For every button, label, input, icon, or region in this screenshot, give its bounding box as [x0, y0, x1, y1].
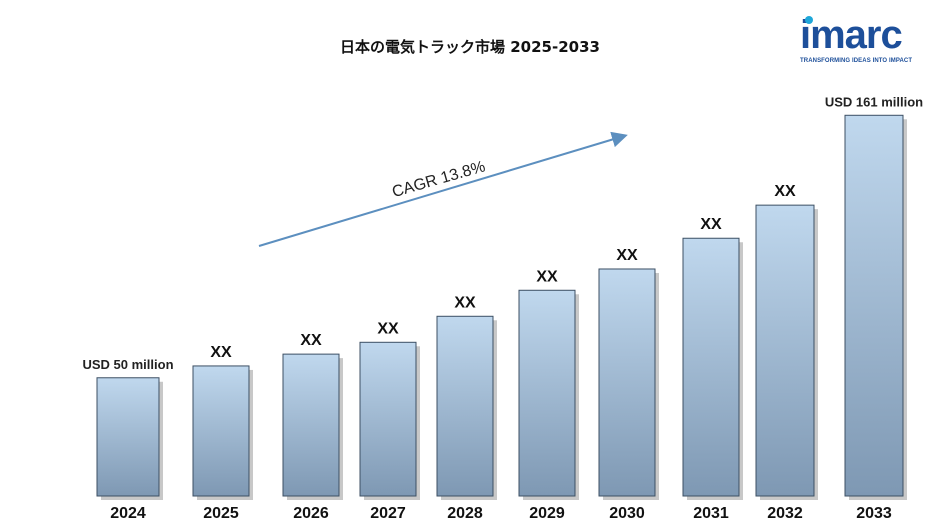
cagr-label: CAGR 13.8%: [390, 158, 487, 201]
tick-label-2033: 2033: [856, 505, 892, 522]
tick-label-2030: 2030: [609, 505, 645, 522]
imarc-logo: imarc TRANSFORMING IDEAS INTO IMPACT: [800, 14, 932, 64]
bar-2025: [192, 365, 250, 497]
tick-label-2024: 2024: [110, 505, 146, 522]
bar-2033: [844, 114, 904, 497]
bar-2026: [282, 353, 340, 497]
data-label-2033: USD 161 million: [825, 94, 923, 109]
bar-2031: [682, 237, 740, 497]
data-label-2032: XX: [774, 183, 796, 200]
data-label-2029: XX: [536, 268, 558, 285]
bar-2032: [755, 204, 815, 497]
tick-label-2026: 2026: [293, 505, 329, 522]
tick-label-2028: 2028: [447, 505, 483, 522]
bar-2030: [598, 268, 656, 497]
tick-label-2025: 2025: [203, 505, 239, 522]
logo-tagline: TRANSFORMING IDEAS INTO IMPACT: [800, 58, 913, 64]
bar-2027: [359, 341, 417, 497]
tick-label-2032: 2032: [767, 505, 803, 522]
data-label-2026: XX: [300, 332, 322, 349]
logo-wordmark: imarc: [800, 14, 932, 56]
tick-label-2031: 2031: [693, 505, 729, 522]
data-label-2025: XX: [210, 344, 232, 361]
cagr-annotation: CAGR 13.8%: [258, 131, 628, 247]
tick-label-2027: 2027: [370, 505, 406, 522]
bar-2024: [96, 377, 160, 497]
data-label-2024: USD 50 million: [82, 357, 173, 372]
data-label-2027: XX: [377, 320, 399, 337]
chart-title: 日本の電気トラック市場 2025-2033: [340, 38, 600, 56]
data-label-2030: XX: [616, 247, 638, 264]
data-label-2031: XX: [700, 216, 722, 233]
logo-word: imarc: [800, 13, 903, 57]
cagr-arrow: [258, 131, 628, 247]
bar-2029: [518, 289, 576, 497]
bar-2028: [436, 315, 494, 497]
data-label-2028: XX: [454, 294, 476, 311]
logo-dot-icon: [805, 16, 813, 24]
tick-label-2029: 2029: [529, 505, 565, 522]
